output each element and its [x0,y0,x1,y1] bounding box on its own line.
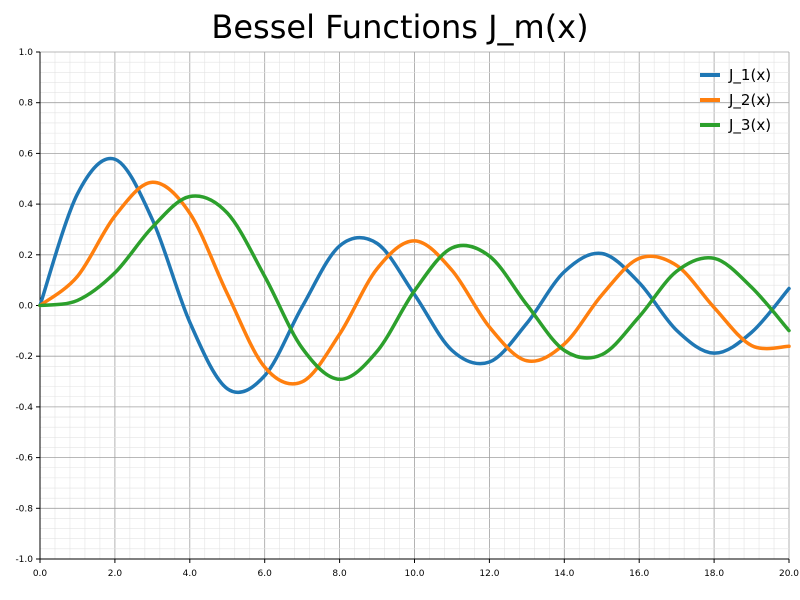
series-line-3 [38,194,791,382]
x-tick-label: 20.0 [779,569,799,579]
grid [39,51,790,560]
y-tick-label: -1.0 [15,555,33,565]
x-tick-label: 16.0 [629,569,649,579]
x-tick-label: 0.0 [33,569,48,579]
y-tick-label: 0.8 [19,99,34,109]
chart-title: Bessel Functions J_m(x) [211,8,589,46]
x-tick-label: 10.0 [404,569,424,579]
y-tick-label: 0.6 [19,149,34,159]
series-line-2 [38,180,791,386]
y-tick-label: 1.0 [19,48,34,58]
y-tick-label: -0.2 [15,352,33,362]
legend-label-3: J_3(x) [728,116,771,135]
y-tick-label: -0.6 [15,454,33,464]
tick-labels: 0.0 2.0 4.0 6.0 8.0 10.0 12.0 14.0 16.0 18.0 20.0 1… [15,48,799,579]
series-lines [38,156,791,395]
y-tick-label: -0.4 [15,403,33,413]
x-tick-label: 4.0 [183,569,198,579]
x-tick-label: 8.0 [332,569,347,579]
x-tick-label: 14.0 [554,569,574,579]
y-tick-label: 0.0 [19,302,34,312]
legend: J_1(x) J_2(x) J_3(x) [700,66,771,135]
x-tick-label: 12.0 [479,569,499,579]
x-tick-label: 6.0 [258,569,273,579]
y-tick-label: 0.4 [19,200,34,210]
y-tick-label: -0.8 [15,504,33,514]
y-tick-label: 0.2 [19,251,33,261]
legend-label-1: J_1(x) [728,66,771,85]
x-tick-label: 2.0 [108,569,123,579]
legend-label-2: J_2(x) [728,91,771,110]
x-tick-label: 18.0 [704,569,724,579]
